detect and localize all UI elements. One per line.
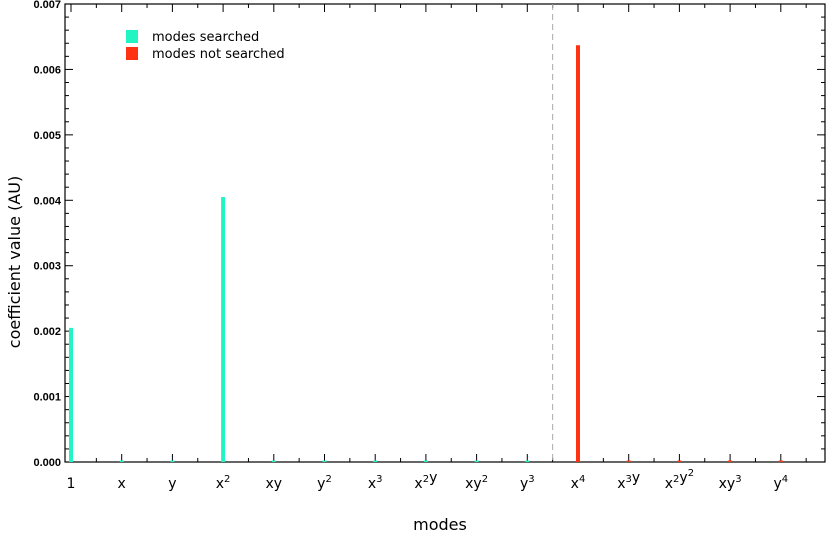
x-tick-superscript: 2 (224, 474, 230, 485)
x-tick-base: x (368, 476, 376, 492)
labels-layer: 0.000 0.001 0.002 0.003 0.004 0.005 0.006 0.007… (5, 0, 788, 533)
legend-label-0: modes searched (152, 30, 259, 45)
x-tick-label-xy3: xy3 (719, 474, 742, 492)
x-tick-base: y (632, 470, 640, 486)
x-tick-base: y (429, 470, 437, 486)
bar-y2 (322, 460, 327, 462)
x-tick-label-y: y (168, 476, 176, 492)
y-tick-label: 0.002 (33, 326, 61, 338)
y-tick-label: 0.007 (33, 0, 61, 11)
x-tick-base: y (520, 476, 528, 492)
x-tick-superscript: 3 (376, 474, 382, 485)
x-tick-superscript: 2 (423, 474, 429, 485)
x-tick-base: y (773, 476, 781, 492)
legend: modes searched modes not searched (126, 30, 285, 62)
bar-y (170, 460, 175, 462)
x-tick-superscript: 4 (579, 474, 585, 485)
bar-xy3 (728, 460, 733, 462)
axes-layer (64, 3, 826, 463)
x-tick-base: y (168, 476, 176, 492)
bar-x2y2 (677, 460, 682, 462)
x-tick-label-xy: xy (266, 476, 283, 492)
x-tick-base: y (679, 470, 687, 486)
x-tick-superscript: 4 (782, 474, 788, 485)
x-tick-label-x3: x3 (368, 474, 383, 492)
y-tick-label: 0.003 (33, 261, 61, 273)
bar-x2y (423, 460, 428, 462)
bar-1 (69, 327, 73, 462)
x-tick-base: x (617, 476, 625, 492)
x-tick-label-x3y: x3y (617, 470, 640, 492)
x-tick-superscript: 2 (673, 474, 679, 485)
plot-frame (64, 3, 826, 463)
y-tick-label: 0.005 (33, 130, 61, 142)
x-tick-base: x (414, 476, 422, 492)
x-tick-label-x: x (118, 476, 126, 492)
x-tick-superscript: 3 (735, 474, 741, 485)
x-tick-label-x2y: x2y (414, 470, 437, 492)
x-tick-base: x (571, 476, 579, 492)
x-tick-label-y2: y2 (317, 474, 332, 492)
x-tick-base: 1 (67, 476, 76, 492)
bar-x (119, 460, 124, 462)
x-tick-label-x2: x2 (216, 474, 231, 492)
x-tick-base: x (118, 476, 126, 492)
x-tick-label-y3: y3 (520, 474, 535, 492)
legend-swatch-1 (126, 47, 138, 60)
bars-layer (69, 45, 783, 462)
bar-xy (271, 460, 276, 462)
bar-x2 (221, 197, 226, 462)
x-tick-base: y (317, 476, 325, 492)
x-tick-label-1: 1 (67, 476, 76, 492)
y-tick-label: 0.001 (33, 392, 61, 404)
x-tick-base: xy (719, 476, 736, 492)
x-tick-label-x2y2: x2y2 (665, 468, 694, 492)
legend-label-1: modes not searched (152, 47, 285, 62)
x-tick-superscript: 2 (325, 474, 331, 485)
x-tick-base: xy (465, 476, 482, 492)
x-tick-base: x (216, 476, 224, 492)
x-tick-label-x4: x4 (571, 474, 586, 492)
x-tick-superscript: 3 (626, 474, 632, 485)
x-tick-base: x (665, 476, 673, 492)
x-tick-base: xy (266, 476, 283, 492)
bar-y4 (778, 460, 783, 462)
x-tick-superscript: 2 (482, 474, 488, 485)
bar-xy2 (474, 460, 479, 462)
x-tick-label-y4: y4 (773, 474, 788, 492)
y-tick-label: 0.004 (33, 195, 61, 207)
bar-x4 (576, 45, 580, 462)
y-tick-label: 0.006 (33, 64, 61, 76)
legend-swatch-0 (126, 30, 138, 43)
y-axis-label: coefficient value (AU) (5, 176, 24, 348)
bar-x3y (626, 460, 631, 462)
x-tick-superscript: 3 (528, 474, 534, 485)
x-tick-label-xy2: xy2 (465, 474, 488, 492)
x-tick-superscript: 2 (688, 468, 694, 479)
bar-x3 (373, 460, 378, 462)
bar-y3 (525, 460, 530, 462)
x-axis-label: modes (413, 515, 467, 533)
y-tick-label: 0.000 (33, 457, 61, 469)
